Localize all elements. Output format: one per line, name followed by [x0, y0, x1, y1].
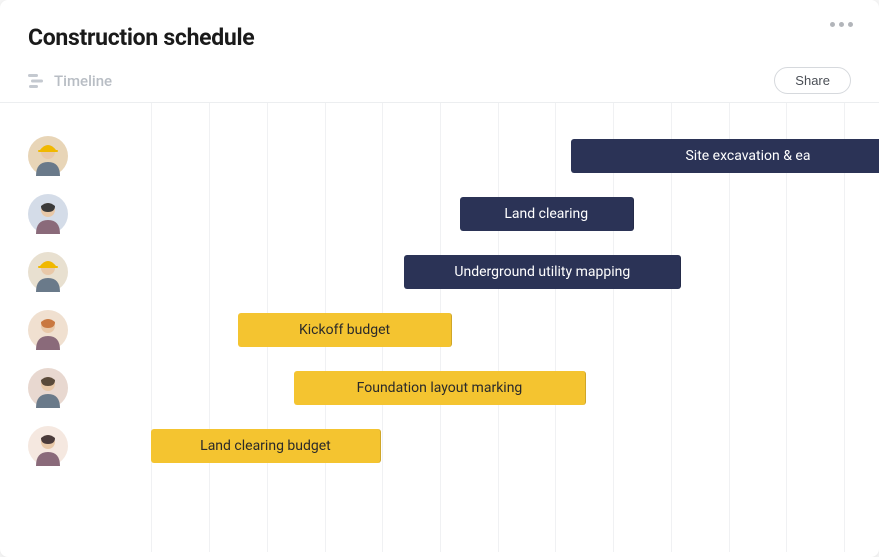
task-bar-label: Land clearing budget	[200, 438, 331, 454]
bar-track: Underground utility mapping	[88, 243, 879, 301]
task-bar[interactable]: Kickoff budget	[238, 313, 452, 347]
bar-track: Site excavation & ea	[88, 127, 879, 185]
task-bar[interactable]: Land clearing budget	[151, 429, 380, 463]
bar-track: Land clearing budget	[88, 417, 879, 475]
dot-icon	[848, 22, 853, 27]
timeline-icon	[28, 74, 46, 88]
page-title: Construction schedule	[28, 24, 851, 51]
task-bar[interactable]: Site excavation & ea	[571, 139, 879, 173]
assignee-avatar[interactable]	[28, 136, 68, 176]
task-bar[interactable]: Foundation layout marking	[294, 371, 587, 405]
gantt-row: Site excavation & ea	[0, 127, 879, 185]
gantt-rows: Site excavation & ea Land clearing Under…	[0, 127, 879, 475]
assignee-avatar[interactable]	[28, 426, 68, 466]
bar-track: Kickoff budget	[88, 301, 879, 359]
task-bar-label: Foundation layout marking	[357, 380, 523, 396]
task-bar-label: Land clearing	[504, 206, 588, 222]
task-bar-label: Kickoff budget	[299, 322, 390, 338]
gantt-chart: Site excavation & ea Land clearing Under…	[0, 103, 879, 552]
dot-icon	[839, 22, 844, 27]
share-button[interactable]: Share	[774, 67, 851, 94]
task-bar-label: Site excavation & ea	[685, 148, 810, 164]
gantt-row: Underground utility mapping	[0, 243, 879, 301]
header: Construction schedule	[0, 0, 879, 61]
bar-track: Land clearing	[88, 185, 879, 243]
gantt-row: Foundation layout marking	[0, 359, 879, 417]
gantt-row: Land clearing	[0, 185, 879, 243]
task-bar[interactable]: Land clearing	[460, 197, 634, 231]
assignee-avatar[interactable]	[28, 252, 68, 292]
assignee-avatar[interactable]	[28, 194, 68, 234]
more-menu-button[interactable]	[826, 18, 857, 31]
schedule-card: Construction schedule Timeline Share Sit…	[0, 0, 879, 557]
tab-label: Timeline	[54, 72, 112, 90]
gantt-row: Kickoff budget	[0, 301, 879, 359]
task-bar-label: Underground utility mapping	[454, 264, 630, 280]
subheader: Timeline Share	[0, 61, 879, 103]
assignee-avatar[interactable]	[28, 310, 68, 350]
bar-track: Foundation layout marking	[88, 359, 879, 417]
dot-icon	[830, 22, 835, 27]
task-bar[interactable]: Underground utility mapping	[404, 255, 681, 289]
gantt-row: Land clearing budget	[0, 417, 879, 475]
tab-timeline[interactable]: Timeline	[28, 72, 112, 90]
assignee-avatar[interactable]	[28, 368, 68, 408]
